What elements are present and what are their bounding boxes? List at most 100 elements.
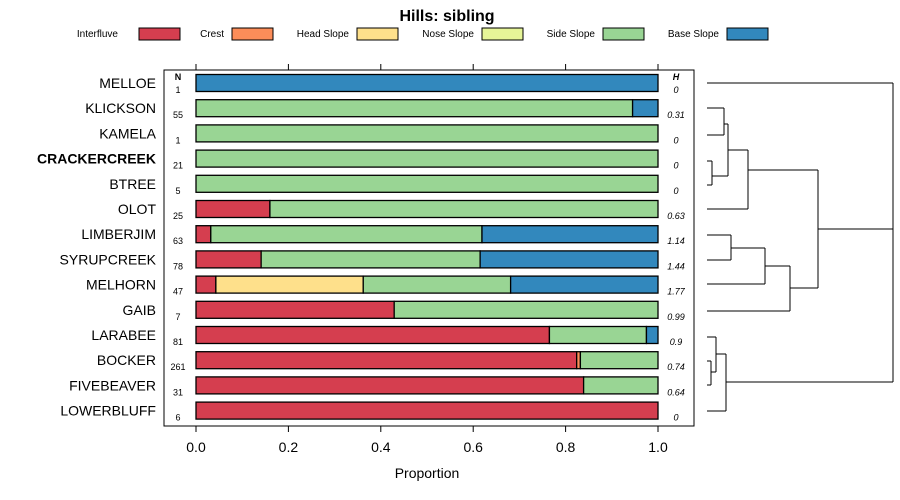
bar-row-bocker: BOCKER 261 0.74 [97,351,685,372]
row-h: 0 [673,161,678,171]
row-label: MELHORN [86,277,156,293]
bar-segment-interfluve [195,300,395,319]
row-h: 0 [673,85,678,95]
plot-panel [163,69,695,427]
row-n: 25 [173,211,183,221]
dendrogram [707,82,894,412]
row-label: OLOT [118,201,157,217]
x-tick-label: 0.6 [463,439,483,455]
bar-segment-side-slope [393,300,659,319]
x-tick-label: 0.0 [186,439,206,455]
x-tick-label: 0.8 [556,439,576,455]
bar-segment-base-slope [645,325,659,345]
bar-segment-interfluve [195,351,578,370]
legend-swatch-base-slope [726,27,769,41]
row-n: 31 [173,387,183,397]
row-label: FIVEBEAVER [69,377,156,393]
x-axis-label: Proportion [395,465,460,481]
row-label: MELLOE [99,75,156,91]
bar-segment-side-slope [582,376,659,395]
bar-segment-side-slope [362,275,512,294]
row-n: 261 [170,362,185,372]
row-h: 0 [673,413,678,423]
bar-segment-side-slope [195,174,659,193]
bar-segment-interfluve [195,325,551,345]
bar-row-larabee: LARABEE 81 0.9 [91,325,682,347]
row-label: SYRUPCREEK [60,251,157,267]
row-h: 0.63 [667,211,685,221]
bar-row-crackercreek: CRACKERCREEK 21 0 [37,149,679,171]
row-h: 1.44 [667,261,685,271]
bar-row-limberjim: LIMBERJIM 63 1.14 [81,225,685,246]
legend: Interfluve Crest Head Slope Nose Slope Side … [77,27,769,41]
row-label: BOCKER [97,352,156,368]
legend-swatch-interfluve [138,27,181,41]
bar-row-lowerbluff: LOWERBLUFF 6 0 [60,401,679,423]
row-h: 1.77 [667,287,686,297]
row-n: 21 [173,161,183,171]
row-h: 0 [673,186,678,196]
bar-segment-interfluve [195,376,585,395]
legend-swatch-side-slope [602,27,645,41]
bar-row-syrupcreek: SYRUPCREEK 78 1.44 [60,250,685,271]
row-h: 1.14 [667,236,685,246]
bar-row-olot: OLOT 25 0.63 [118,199,685,221]
bar-row-melloe: MELLOE 1 0 [99,73,679,95]
row-label: LOWERBLUFF [60,403,156,419]
bar-segment-base-slope [481,225,659,244]
bar-segment-interfluve [195,250,262,269]
legend-swatch-nose-slope [481,27,524,41]
legend-label-interfluve: Interfluve [77,29,119,40]
legend-label-crest: Crest [200,29,224,40]
row-n: 63 [173,236,183,246]
x-axis: 0.0 0.2 0.4 0.6 0.8 1.0 [186,64,668,455]
bar-segment-side-slope [195,149,659,168]
row-n: 5 [175,186,180,196]
bar-segment-side-slope [579,351,659,370]
row-h: 0.74 [667,362,685,372]
bar-segment-interfluve [195,275,217,294]
bar-segment-side-slope [195,124,659,143]
x-tick-label: 0.4 [371,439,391,455]
legend-label-nose-slope: Nose Slope [422,29,474,40]
row-n: 7 [175,312,180,322]
bar-segment-base-slope [631,99,659,118]
row-label: KAMELA [99,125,156,141]
legend-label-base-slope: Base Slope [668,29,720,40]
row-label: LARABEE [91,327,156,343]
h-column-header: H [673,72,680,82]
n-column-header: N [175,72,182,82]
row-h: 0.31 [667,110,685,120]
bar-segment-side-slope [269,199,659,219]
bar-segment-side-slope [195,99,634,118]
row-label: GAIB [123,302,156,318]
legend-swatch-head-slope [356,27,399,41]
row-n: 47 [173,287,183,297]
row-h: 0 [673,135,678,145]
row-n: 78 [173,261,183,271]
bar-row-btree: BTREE 5 0 [109,174,679,196]
bar-segment-side-slope [260,250,481,269]
row-n: 55 [173,110,183,120]
row-label: KLICKSON [85,100,156,116]
legend-label-side-slope: Side Slope [547,29,596,40]
bar-row-klickson: KLICKSON 55 0.31 [85,99,685,120]
bar-segment-interfluve [195,225,212,244]
row-n: 81 [173,337,183,347]
chart-title: Hills: sibling [399,8,494,25]
row-label: BTREE [109,176,156,192]
bar-segment-head-slope [215,275,364,294]
bar-row-melhorn: MELHORN 47 1.77 [86,275,686,297]
legend-swatch-crest [231,27,274,41]
bar-segment-base-slope [479,250,659,269]
x-tick-label: 0.2 [279,439,299,455]
bar-segment-interfluve [195,199,271,219]
x-tick-label: 1.0 [648,439,668,455]
bar-segment-interfluve [195,401,659,420]
bar-segment-side-slope [210,225,483,244]
row-h: 0.64 [667,387,685,397]
bar-row-gaib: GAIB 7 0.99 [123,300,685,322]
row-label: LIMBERJIM [81,226,156,242]
